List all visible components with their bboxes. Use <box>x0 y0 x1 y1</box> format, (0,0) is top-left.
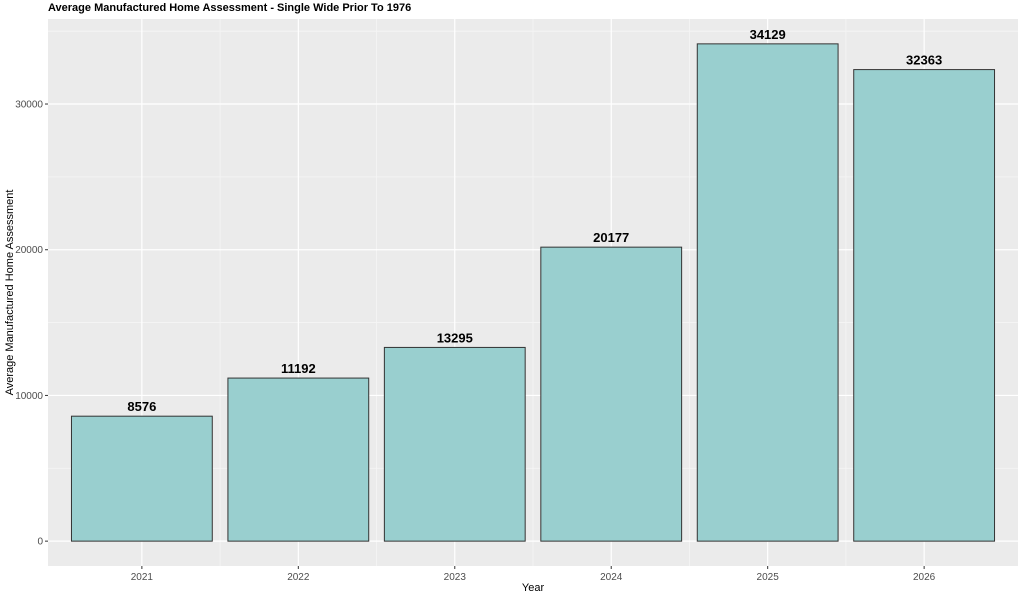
y-axis-title: Average Manufactured Home Assessment <box>4 190 16 396</box>
x-tick-label: 2022 <box>287 572 310 583</box>
data-label-2023: 13295 <box>437 330 473 345</box>
y-tick-label: 20000 <box>15 245 43 256</box>
chart-title: Average Manufactured Home Assessment - S… <box>48 2 412 14</box>
bars <box>70 43 996 542</box>
x-tick-label: 2024 <box>600 572 623 583</box>
data-label-2022: 11192 <box>281 361 316 376</box>
x-tick-label: 2025 <box>757 572 780 583</box>
bar-2023 <box>383 346 526 542</box>
data-label-2024: 20177 <box>593 230 629 245</box>
data-label-2026: 32363 <box>906 53 942 68</box>
y-tick-label: 0 <box>37 537 43 548</box>
x-axis-title: Year <box>522 582 545 594</box>
data-label-2025: 34129 <box>750 27 786 42</box>
bar-2025 <box>696 43 839 542</box>
y-axis: 0 10000 20000 30000 <box>15 100 48 548</box>
y-tick-label: 10000 <box>15 391 43 402</box>
x-axis: 2021 2022 2023 2024 2025 2026 <box>131 566 936 583</box>
bar-2024 <box>540 246 683 542</box>
x-tick-label: 2026 <box>913 572 936 583</box>
bar-2026 <box>853 69 996 542</box>
x-tick-label: 2023 <box>444 572 467 583</box>
data-labels: 8576 11192 13295 20177 34129 32363 <box>127 27 942 414</box>
bar-2022 <box>227 377 370 542</box>
data-label-2021: 8576 <box>127 399 156 414</box>
bar-2021 <box>70 415 213 542</box>
y-tick-label: 30000 <box>15 100 43 111</box>
x-tick-label: 2021 <box>131 572 154 583</box>
